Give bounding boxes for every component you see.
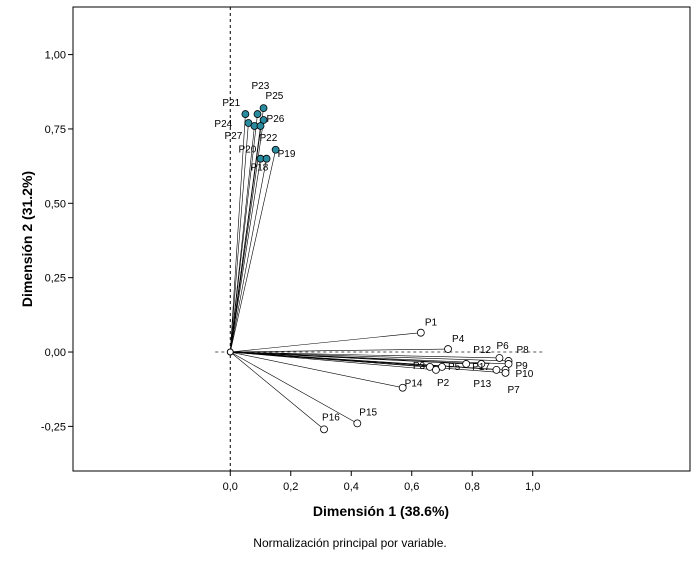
- vector-p19: [229, 149, 276, 353]
- point-p22: [256, 122, 265, 130]
- label-p3: P3: [413, 361, 426, 372]
- label-p15: P15: [359, 407, 377, 418]
- x-axis-title: Dimensión 1 (38.6%): [313, 503, 449, 519]
- label-p25: P25: [266, 91, 284, 102]
- label-p1: P1: [425, 318, 438, 329]
- vector-p20: [229, 158, 261, 353]
- reference-lines: [215, 7, 545, 471]
- y-tick-label: 1,00: [45, 50, 66, 62]
- point-p13: [492, 365, 501, 374]
- label-p17: P17: [472, 362, 490, 373]
- vector-p4: [230, 348, 449, 353]
- vector-p21: [229, 114, 246, 353]
- label-p23: P23: [251, 81, 269, 92]
- point-p24: [244, 119, 253, 127]
- vector-p16: [230, 351, 325, 430]
- y-tick-label: 0,00: [45, 347, 66, 359]
- footnote: Normalización principal por variable.: [253, 536, 446, 550]
- data-points: [226, 104, 513, 434]
- label-p18: P18: [251, 163, 269, 174]
- point-p1: [416, 328, 425, 337]
- vector-p27: [229, 125, 255, 353]
- x-tick-label: 0,0: [223, 481, 238, 493]
- point-p17: [462, 360, 471, 368]
- label-p9: P9: [516, 361, 529, 372]
- y-tick-label: 0,75: [45, 124, 66, 136]
- plot-frame: [72, 6, 691, 472]
- label-p22: P22: [260, 133, 278, 144]
- label-p14: P14: [405, 379, 423, 390]
- y-tick-label: 0,50: [45, 198, 66, 210]
- vector-p1: [230, 332, 421, 353]
- label-p21: P21: [222, 98, 240, 109]
- point-p25: [259, 104, 268, 113]
- vector-p24: [229, 122, 249, 353]
- y-axis: -0,25 0,00 0,25 0,50 0,75 1,00: [41, 50, 73, 433]
- label-p7: P7: [508, 385, 521, 396]
- x-tick-label: 0,2: [283, 481, 298, 493]
- label-p19: P19: [278, 149, 296, 160]
- vector-p18: [229, 158, 267, 353]
- label-p16: P16: [322, 412, 340, 423]
- vector-p2: [230, 351, 436, 371]
- y-tick-label: -0,25: [41, 421, 66, 433]
- point-p16: [320, 425, 328, 434]
- vector-p9: [230, 351, 509, 365]
- vector-lines: [229, 108, 509, 430]
- point-labels: P1 P4 P8 P12 P6 P9 P3 P5 P17 P10 P2 P13 P7 P14 P15 P16 P…: [214, 81, 533, 423]
- vector-p17: [230, 351, 467, 365]
- label-p26: P26: [267, 114, 285, 125]
- point-p15: [353, 419, 362, 428]
- origin-marker: [226, 348, 234, 356]
- x-tick-label: 1,0: [525, 481, 540, 493]
- vector-p6: [230, 351, 500, 359]
- x-tick-label: 0,4: [344, 481, 359, 493]
- y-axis-title: Dimensión 2 (31.2%): [19, 171, 35, 307]
- label-p20: P20: [239, 145, 257, 156]
- label-p8: P8: [517, 345, 530, 356]
- vector-p8: [230, 351, 509, 362]
- point-p6: [495, 354, 504, 362]
- point-p7: [501, 368, 510, 377]
- x-tick-label: 0,6: [404, 481, 419, 493]
- label-p13: P13: [473, 379, 491, 390]
- label-p12: P12: [473, 345, 491, 356]
- label-p6: P6: [496, 341, 509, 352]
- point-p3: [425, 362, 434, 371]
- label-p5: P5: [448, 362, 461, 373]
- vector-p15: [230, 351, 358, 424]
- point-p4: [444, 345, 452, 353]
- vector-p22: [229, 125, 261, 353]
- vector-p14: [230, 351, 403, 389]
- point-p2: [432, 365, 440, 374]
- point-p5: [438, 362, 446, 371]
- point-p14: [398, 383, 407, 392]
- vector-p7: [230, 351, 506, 374]
- y-tick-label: 0,25: [45, 273, 66, 285]
- x-axis: 0,0 0,2 0,4 0,6 0,8 1,0: [223, 471, 540, 493]
- label-p24: P24: [214, 119, 232, 130]
- x-tick-label: 0,8: [465, 481, 480, 493]
- point-p12: [477, 360, 486, 368]
- label-p4: P4: [452, 334, 465, 345]
- point-p19: [271, 145, 280, 154]
- label-p10: P10: [516, 369, 534, 380]
- label-p2: P2: [437, 378, 450, 389]
- point-p18: [262, 154, 271, 163]
- vector-p13: [230, 351, 497, 371]
- point-p21: [241, 110, 250, 118]
- label-p27: P27: [224, 131, 242, 142]
- point-p23: [253, 110, 262, 118]
